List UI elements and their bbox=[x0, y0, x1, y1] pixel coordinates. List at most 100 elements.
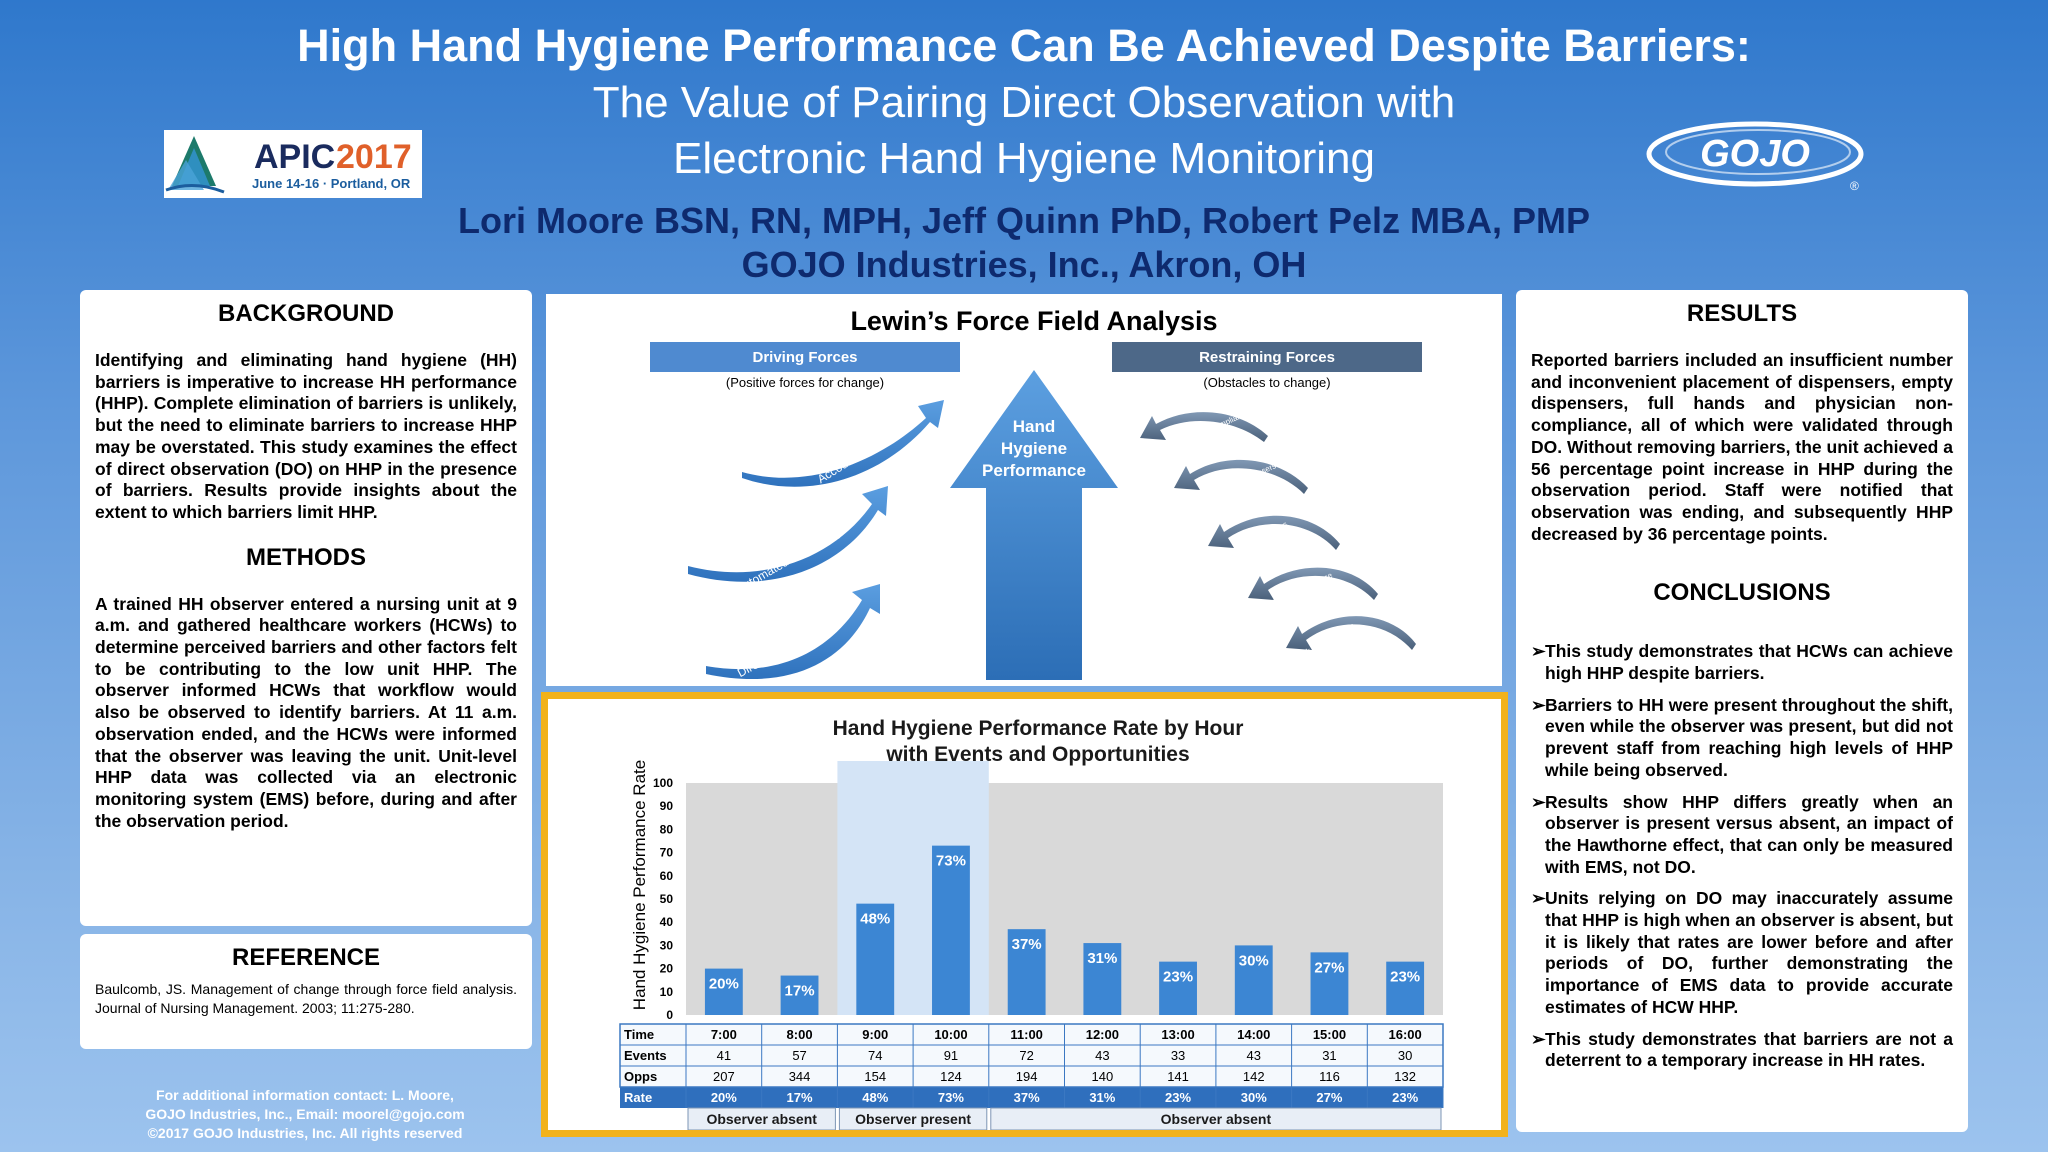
methods-heading: METHODS bbox=[246, 543, 366, 571]
conclusions-list: ➢ This study demonstrates that HCWs can a… bbox=[1531, 641, 1953, 1072]
events-cell: 33 bbox=[1171, 1048, 1185, 1063]
hhp-chart: Hand Hygiene Performance Rate by Hour wit… bbox=[619, 717, 1444, 1131]
x-tick-label: 12:00 bbox=[1086, 1027, 1119, 1042]
conclusion-item: ➢ Results show HHP differs greatly when a… bbox=[1531, 792, 1953, 879]
arrow-bullet-icon: ➢ bbox=[1531, 641, 1546, 662]
events-cell: 31 bbox=[1322, 1048, 1336, 1063]
x-tick-label: 8:00 bbox=[787, 1027, 813, 1042]
restraining-forces-sub: (Obstacles to change) bbox=[1203, 375, 1330, 390]
rate-cell: 23% bbox=[1392, 1090, 1418, 1105]
center-up-arrow bbox=[950, 370, 1118, 680]
events-cell: 74 bbox=[868, 1048, 882, 1063]
authors: Lori Moore BSN, RN, MPH, Jeff Quinn PhD,… bbox=[457, 200, 1591, 241]
contact-line3: ©2017 GOJO Industries, Inc. All rights r… bbox=[147, 1125, 463, 1141]
reference-heading: REFERENCE bbox=[231, 944, 381, 971]
group-label: Observer absent bbox=[1161, 1111, 1272, 1127]
bar-value-label: 17% bbox=[785, 983, 815, 1000]
bar-1400 bbox=[1234, 945, 1273, 1015]
opps-cell: 141 bbox=[1167, 1069, 1189, 1084]
methods-text: A trained HH observer entered a nursing … bbox=[95, 593, 517, 831]
events-cell: 57 bbox=[792, 1048, 806, 1063]
conclusion-text: Results show HHP differs greatly when an… bbox=[1545, 791, 1953, 877]
x-tick-label: 13:00 bbox=[1161, 1027, 1194, 1042]
bar-value-label: 23% bbox=[1390, 969, 1420, 986]
bar-800 bbox=[780, 975, 819, 1015]
opps-cell: 116 bbox=[1319, 1069, 1340, 1084]
chart-title: Hand Hygiene Performance Rate by Hour bbox=[833, 717, 1244, 740]
rate-cell: 37% bbox=[1014, 1090, 1040, 1105]
driving-forces-sub: (Positive forces for change) bbox=[726, 375, 884, 390]
results-text: Reported barriers included an insufficie… bbox=[1531, 350, 1953, 544]
y-tick-label: 70 bbox=[660, 846, 674, 860]
conclusion-item: ➢ This study demonstrates that HCWs can a… bbox=[1531, 641, 1953, 684]
rate-cell: 48% bbox=[862, 1090, 888, 1105]
gojo-logo: GOJO ® bbox=[1640, 118, 1870, 198]
reference-text: Baulcomb, JS. Management of change throu… bbox=[95, 981, 517, 1016]
restraining-forces-label: Restraining Forces bbox=[1199, 349, 1335, 366]
bar-1200 bbox=[1083, 943, 1122, 1015]
center-label-2: Hygiene bbox=[1001, 439, 1067, 458]
arrow-bullet-icon: ➢ bbox=[1531, 791, 1546, 812]
events-cell: 72 bbox=[1019, 1048, 1033, 1063]
events-cell: 43 bbox=[1095, 1048, 1109, 1063]
conclusions-heading: CONCLUSIONS bbox=[1653, 579, 1831, 607]
y-tick-label: 50 bbox=[660, 892, 674, 906]
bar-value-label: 73% bbox=[936, 853, 966, 870]
results-heading: RESULTS bbox=[1686, 300, 1798, 327]
rate-cell: 31% bbox=[1089, 1090, 1115, 1105]
opps-cell: 154 bbox=[864, 1069, 886, 1084]
bar-value-label: 23% bbox=[1163, 969, 1193, 986]
group-label: Observer absent bbox=[706, 1111, 817, 1127]
conclusion-text: This study demonstrates that HCWs can ac… bbox=[1545, 641, 1953, 684]
y-tick-label: 20 bbox=[660, 962, 674, 976]
events-cell: 43 bbox=[1247, 1048, 1261, 1063]
poster-subtitle-line1: The Value of Pairing Direct Observation … bbox=[592, 78, 1456, 127]
x-tick-label: 7:00 bbox=[711, 1027, 737, 1042]
group-label: Observer present bbox=[855, 1111, 971, 1127]
rate-row-bg bbox=[620, 1087, 1443, 1108]
y-tick-label: 30 bbox=[660, 938, 674, 952]
affiliation: GOJO Industries, Inc., Akron, OH bbox=[741, 244, 1307, 285]
rate-cell: 30% bbox=[1241, 1090, 1267, 1105]
center-label-1: Hand bbox=[1013, 417, 1056, 436]
opps-cell: 194 bbox=[1016, 1069, 1038, 1084]
driving-arrow-direct-observation bbox=[706, 584, 880, 680]
y-tick-label: 80 bbox=[660, 822, 674, 836]
table-row-label: Events bbox=[624, 1048, 667, 1063]
bar-900 bbox=[856, 903, 895, 1015]
lewin-diagram: Lewin’s Force Field Analysis Driving For… bbox=[546, 294, 1502, 686]
bar-value-label: 48% bbox=[860, 911, 890, 928]
table-row-label: Rate bbox=[624, 1090, 652, 1105]
rate-cell: 17% bbox=[787, 1090, 813, 1105]
chart-subtitle: with Events and Opportunities bbox=[885, 743, 1189, 766]
y-tick-label: 0 bbox=[666, 1008, 673, 1022]
events-cell: 91 bbox=[944, 1048, 958, 1063]
y-tick-label: 40 bbox=[660, 915, 674, 929]
contact-line2: GOJO Industries, Inc., Email: moorel@goj… bbox=[145, 1106, 465, 1122]
data-table-frame bbox=[619, 1023, 1444, 1088]
bar-1600 bbox=[1386, 961, 1425, 1015]
background-heading: BACKGROUND bbox=[218, 300, 394, 327]
opps-cell: 132 bbox=[1394, 1069, 1416, 1084]
poster-title: High Hand Hygiene Performance Can Be Ach… bbox=[297, 20, 1751, 71]
contact-info: For additional information contact: L. M… bbox=[80, 1086, 530, 1143]
driving-arrow-automated-monitoring bbox=[688, 486, 888, 582]
lewin-title: Lewin’s Force Field Analysis bbox=[850, 306, 1217, 336]
conclusion-item: ➢ This study demonstrates that barriers a… bbox=[1531, 1029, 1953, 1072]
restraining-arrow-5 bbox=[1286, 616, 1416, 650]
rate-cell: 23% bbox=[1165, 1090, 1191, 1105]
reference-panel: REFERENCE Baulcomb, JS. Management of ch… bbox=[80, 934, 532, 1049]
bar-value-label: 27% bbox=[1314, 959, 1344, 976]
conclusion-text: This study demonstrates that barriers ar… bbox=[1545, 1028, 1953, 1071]
apic-logo: APIC 2017 June 14-16 · Portland, OR bbox=[164, 130, 422, 198]
bar-value-label: 37% bbox=[1012, 936, 1042, 953]
restraining-arrow-4 bbox=[1248, 567, 1378, 600]
conclusion-item: ➢ Barriers to HH were present throughout … bbox=[1531, 695, 1953, 782]
conclusion-text: Units relying on DO may inaccurately ass… bbox=[1545, 888, 1953, 1017]
center-label-3: Performance bbox=[982, 461, 1086, 480]
conclusion-text: Barriers to HH were present throughout t… bbox=[1545, 694, 1953, 780]
bar-value-label: 20% bbox=[709, 976, 739, 993]
table-row-label: Time bbox=[624, 1027, 654, 1042]
arrow-bullet-icon: ➢ bbox=[1531, 694, 1546, 715]
bar-value-label: 30% bbox=[1239, 952, 1269, 969]
